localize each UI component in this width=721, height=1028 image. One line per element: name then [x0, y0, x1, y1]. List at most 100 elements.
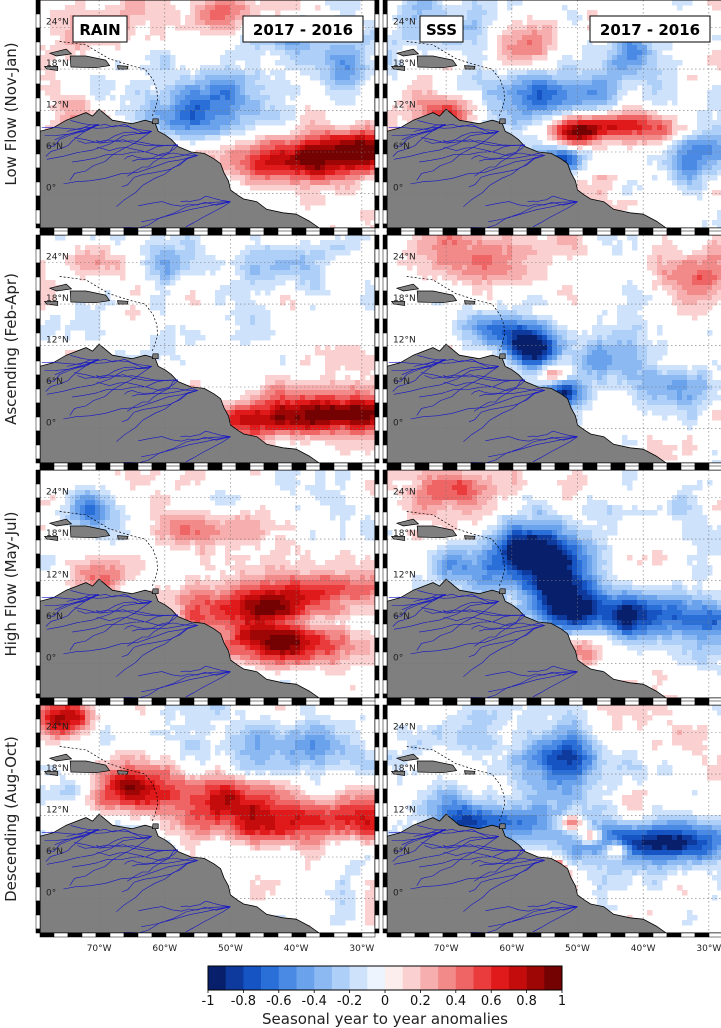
panel-rain-row-2: 0° 6°N 12°N 18°N 24°N [35, 230, 380, 468]
colorbar-bin [402, 966, 421, 990]
lat-tick-label: 6°N [393, 847, 410, 857]
colorbar-bin [296, 966, 315, 990]
panels: 0° 6°N 12°N 18°N 24°N RAIN 2017 - 2016 0° 6°N 12°… [35, 0, 721, 938]
lat-tick-label: 24°N [46, 253, 69, 263]
lat-tick-label: 12°N [393, 571, 416, 581]
lon-tick-label: 30°W [349, 944, 374, 954]
svg-text:RAIN: RAIN [79, 21, 120, 39]
antilles-arc [59, 746, 158, 823]
caribbean-islands [43, 283, 159, 360]
lat-tick-label: 6°N [46, 142, 63, 152]
antilles-arc [406, 276, 505, 353]
row-label: Low Flow (Nov-Jan) [2, 42, 20, 185]
latitude-tick-labels: 0° 6°N 12°N 18°N 24°N [46, 253, 69, 429]
colorbar-tick-label: -1 [202, 994, 215, 1009]
rivers [388, 590, 578, 698]
lat-tick-label: 0° [46, 183, 56, 193]
colorbar-bin [208, 966, 226, 990]
colorbar-bin [438, 966, 457, 990]
latitude-tick-labels: 0° 6°N 12°N 18°N 24°N [393, 253, 416, 429]
colorbar: -1 -0.8 -0.6 -0.4 -0.2 0 0.2 0.4 0.6 0.8 1 Seasonal… [202, 965, 566, 1028]
lat-tick-label: 12°N [393, 336, 416, 346]
panel-sss-row-2: 0° 6°N 12°N 18°N 24°N [382, 230, 721, 468]
colorbar-title: Seasonal year to year anomalies [262, 1010, 508, 1028]
colorbar-bin [526, 966, 545, 990]
antilles-arc [59, 511, 158, 588]
rivers [388, 825, 578, 933]
latitude-tick-labels: 0° 6°N 12°N 18°N 24°N [393, 723, 416, 899]
colorbar-bin [314, 966, 333, 990]
lon-tick-label: 40°W [631, 944, 656, 954]
panel-header-variable: RAIN [72, 15, 128, 43]
lat-tick-label: 24°N [393, 723, 416, 733]
lat-tick-label: 24°N [393, 253, 416, 263]
lat-tick-label: 12°N [393, 101, 416, 111]
colorbar-bin [455, 966, 474, 990]
colorbar-tick-label: -0.6 [266, 994, 291, 1009]
colorbar-tick-label: -0.8 [231, 994, 256, 1009]
panel-sss-row-3: 0° 6°N 12°N 18°N 24°N [382, 465, 721, 703]
lat-tick-label: 18°N [46, 59, 69, 69]
antilles-arc [59, 276, 158, 353]
colorbar-tick-label: 0.2 [410, 994, 431, 1009]
lat-tick-label: 6°N [393, 612, 410, 622]
map-frame [382, 230, 721, 468]
lat-tick-label: 18°N [46, 529, 69, 539]
lon-tick-label: 50°W [565, 944, 590, 954]
colorbar-bin [473, 966, 492, 990]
colorbar-tick-label: -0.2 [337, 994, 362, 1009]
lat-tick-label: 0° [46, 418, 56, 428]
rivers [41, 590, 231, 698]
caribbean-islands [390, 518, 506, 595]
caribbean-islands [390, 283, 506, 360]
lon-tick-label: 70°W [434, 944, 459, 954]
lat-tick-label: 12°N [46, 101, 69, 111]
row-label: Descending (Aug-Oct) [2, 736, 20, 902]
latitude-tick-labels: 0° 6°N 12°N 18°N 24°N [393, 488, 416, 664]
lat-tick-label: 24°N [393, 488, 416, 498]
colorbar-bin [508, 966, 527, 990]
rivers [388, 120, 578, 228]
caribbean-islands [43, 518, 159, 595]
colorbar-bin [261, 966, 280, 990]
colorbar-bin [491, 966, 510, 990]
antilles-arc [406, 746, 505, 823]
colorbar-bin [331, 966, 350, 990]
colorbar-bin [243, 966, 262, 990]
lat-tick-label: 18°N [46, 294, 69, 304]
lon-tick-label: 30°W [696, 944, 721, 954]
lat-tick-label: 24°N [46, 18, 69, 28]
latitude-tick-labels: 0° 6°N 12°N 18°N 24°N [46, 18, 69, 194]
map-frame [382, 700, 721, 938]
caribbean-islands [390, 48, 506, 125]
latitude-tick-labels: 0° 6°N 12°N 18°N 24°N [393, 18, 416, 194]
panel-rain-row-1: 0° 6°N 12°N 18°N 24°N RAIN 2017 - 2016 [35, 0, 380, 233]
colorbar-tick-label: 0.4 [445, 994, 466, 1009]
lat-tick-label: 12°N [46, 571, 69, 581]
longitude-tick-labels: 70°W 60°W 50°W 40°W 30°W 70°W 60°W 50°W 40°W 30°W [87, 944, 721, 954]
lat-tick-label: 24°N [393, 18, 416, 28]
svg-text:SSS: SSS [426, 21, 457, 39]
map-frame [35, 700, 380, 938]
lat-tick-label: 18°N [393, 529, 416, 539]
lat-tick-label: 0° [46, 653, 56, 663]
panel-sss-row-4: 0° 6°N 12°N 18°N 24°N [382, 700, 721, 938]
lat-tick-label: 24°N [46, 488, 69, 498]
lon-tick-label: 40°W [284, 944, 309, 954]
lon-tick-label: 60°W [152, 944, 177, 954]
lat-tick-label: 18°N [393, 294, 416, 304]
lat-tick-label: 0° [46, 888, 56, 898]
colorbar-tick-label: 1 [558, 994, 566, 1009]
colorbar-bin [544, 966, 563, 990]
rivers [388, 355, 578, 463]
caribbean-islands [43, 753, 159, 830]
svg-text:2017 - 2016: 2017 - 2016 [600, 21, 700, 39]
lat-tick-label: 6°N [393, 377, 410, 387]
latitude-tick-labels: 0° 6°N 12°N 18°N 24°N [46, 723, 69, 899]
anomaly-field [387, 235, 721, 463]
svg-text:2017 - 2016: 2017 - 2016 [253, 21, 353, 39]
row-labels: Low Flow (Nov-Jan) Ascending (Feb-Apr) Hig… [2, 42, 20, 902]
lat-tick-label: 12°N [46, 806, 69, 816]
panel-header-period: 2017 - 2016 [242, 15, 364, 43]
colorbar-bin [367, 966, 386, 990]
